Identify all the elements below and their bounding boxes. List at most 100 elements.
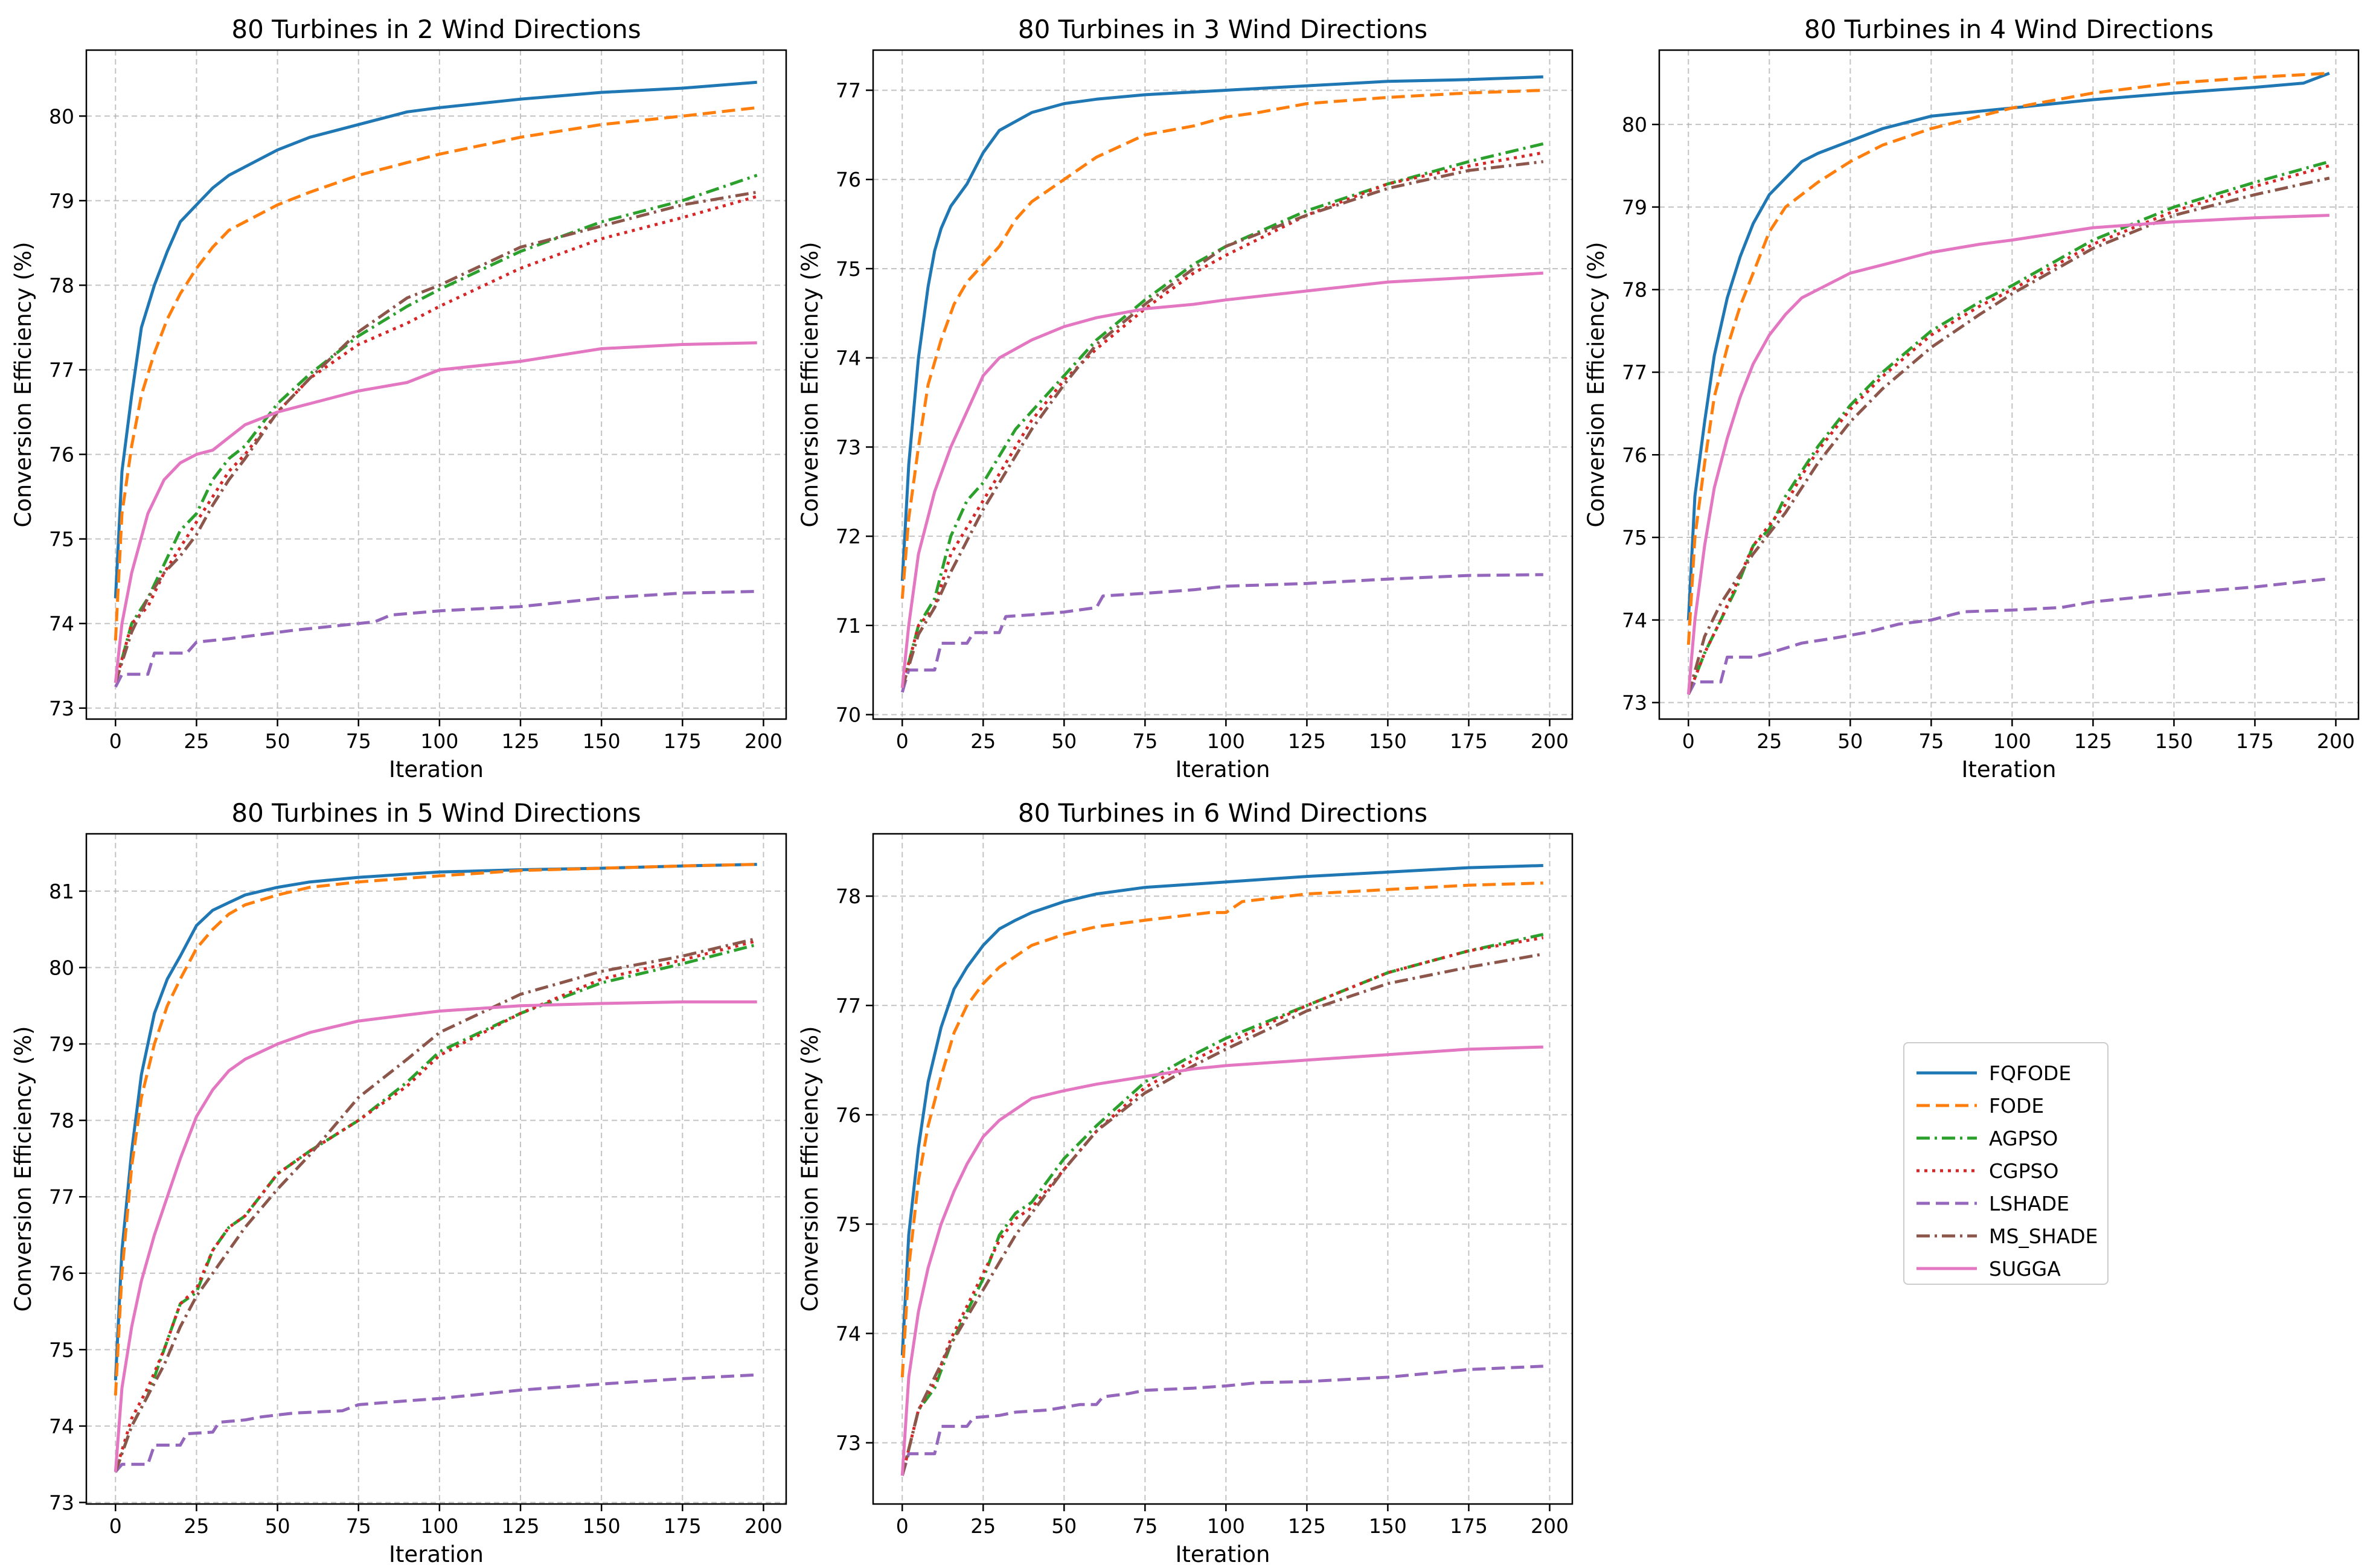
- y-tick-label: 73: [836, 1432, 861, 1455]
- legend-item-fode: FODE: [1916, 1089, 2044, 1122]
- x-tick-label: 75: [346, 1514, 371, 1538]
- series-line-cgpso: [114, 939, 758, 1473]
- y-tick-label: 74: [49, 1415, 74, 1438]
- x-tick-label: 100: [420, 1514, 458, 1538]
- series-line-cgpso: [900, 151, 1544, 688]
- series-line-fqfode: [114, 863, 757, 1381]
- y-axis-label: Conversion Efficiency (%): [1583, 242, 1609, 527]
- y-tick-label: 75: [836, 257, 861, 281]
- y-tick-label: 70: [836, 703, 861, 727]
- legend-item-agpso: AGPSO: [1916, 1122, 2058, 1154]
- series-line-ms-shade: [114, 936, 758, 1473]
- y-tick-label: 76: [49, 443, 74, 467]
- y-tick-label: 76: [836, 168, 861, 191]
- y-tick-label: 74: [1622, 609, 1647, 632]
- legend-label-sugga: SUGGA: [1989, 1256, 2061, 1281]
- y-tick-label: 74: [49, 612, 74, 636]
- y-tick-label: 77: [836, 78, 861, 102]
- chart-title: 80 Turbines in 5 Wind Directions: [231, 798, 641, 828]
- y-tick-label: 73: [1622, 691, 1647, 715]
- x-tick-label: 0: [896, 729, 909, 753]
- x-tick-label: 125: [2074, 729, 2112, 753]
- legend-item-ms-shade: MS_SHADE: [1916, 1220, 2098, 1252]
- y-tick-label: 79: [1622, 196, 1647, 219]
- y-tick-label: 72: [836, 525, 861, 548]
- x-tick-label: 50: [1051, 729, 1077, 753]
- y-tick-label: 77: [49, 1185, 74, 1209]
- legend-swatch-lshade: [1916, 1202, 1977, 1205]
- plot-frame: [85, 49, 787, 720]
- y-tick-label: 74: [836, 347, 861, 370]
- x-tick-label: 200: [1531, 1514, 1569, 1538]
- y-tick-label: 77: [836, 994, 861, 1017]
- series-line-ms-shade: [900, 952, 1544, 1476]
- x-tick-label: 75: [1132, 729, 1158, 753]
- x-tick-label: 125: [1288, 1514, 1326, 1538]
- legend-label-agpso: AGPSO: [1989, 1126, 2058, 1150]
- x-tick-label: 125: [502, 1514, 540, 1538]
- x-tick-label: 50: [1837, 729, 1863, 753]
- y-axis-label: Conversion Efficiency (%): [797, 242, 823, 527]
- x-tick-label: 75: [1918, 729, 1944, 753]
- legend-label-cgpso: CGPSO: [1989, 1159, 2059, 1183]
- legend-swatch-cgpso: [1916, 1169, 1977, 1173]
- x-tick-label: 25: [1756, 729, 1782, 753]
- x-tick-label: 50: [265, 1514, 290, 1538]
- y-tick-label: 78: [1622, 278, 1647, 302]
- x-tick-label: 175: [664, 1514, 702, 1538]
- chart-panel-5: 0 25 50 75 100 125 150 175 200 73 74 75 76 77 78 80 Tur…: [797, 798, 1574, 1567]
- legend-swatch-fqfode: [1916, 1071, 1977, 1075]
- y-tick-label: 75: [1622, 526, 1647, 549]
- x-tick-label: 75: [1132, 1514, 1158, 1538]
- y-axis-label: Conversion Efficiency (%): [797, 1026, 823, 1311]
- x-tick-label: 125: [1288, 729, 1326, 753]
- x-tick-label: 150: [1369, 729, 1407, 753]
- x-tick-label: 150: [583, 1514, 621, 1538]
- series-line-sugga: [900, 1045, 1543, 1476]
- x-tick-label: 0: [109, 1514, 122, 1538]
- series-line-fode: [900, 89, 1543, 599]
- y-tick-label: 78: [49, 1109, 74, 1133]
- x-axis-label: Iteration: [389, 757, 484, 782]
- x-tick-label: 0: [896, 1514, 909, 1538]
- x-tick-label: 175: [664, 729, 702, 753]
- series-line-ms-shade: [900, 160, 1544, 689]
- chart-panel-1: 0 25 50 75 100 125 150 175 200 73 74 75 76 77 78 79 80 80…: [10, 14, 787, 782]
- series-line-agpso: [900, 142, 1544, 688]
- series-line-fqfode: [1686, 71, 2330, 621]
- x-tick-label: 25: [970, 1514, 996, 1538]
- series-line-lshade: [114, 1373, 757, 1473]
- series-line-sugga: [114, 341, 757, 683]
- y-tick-label: 76: [1622, 443, 1647, 467]
- legend-swatch-sugga: [1916, 1267, 1977, 1270]
- series-line-lshade: [900, 573, 1543, 693]
- series-line-agpso: [900, 933, 1544, 1476]
- y-axis-label: Conversion Efficiency (%): [10, 242, 36, 527]
- y-tick-label: 78: [49, 274, 74, 297]
- y-tick-label: 74: [836, 1322, 861, 1346]
- x-axis-label: Iteration: [389, 1541, 484, 1567]
- x-axis-label: Iteration: [1176, 757, 1270, 782]
- x-tick-label: 200: [2317, 729, 2355, 753]
- series-line-lshade: [900, 1365, 1543, 1476]
- series-line-ms-shade: [114, 190, 758, 683]
- y-tick-label: 75: [836, 1212, 861, 1236]
- legend-item-lshade: LSHADE: [1916, 1187, 2069, 1220]
- y-tick-label: 76: [49, 1262, 74, 1285]
- series-line-fqfode: [900, 864, 1543, 1355]
- y-tick-label: 73: [836, 435, 861, 459]
- series-line-sugga: [900, 271, 1543, 688]
- series-line-sugga: [114, 1000, 757, 1472]
- chart-title: 80 Turbines in 2 Wind Directions: [231, 14, 641, 44]
- chart-title: 80 Turbines in 6 Wind Directions: [1018, 798, 1427, 828]
- series-line-ms-shade: [1686, 176, 2330, 695]
- series-line-fode: [114, 863, 757, 1396]
- x-tick-label: 25: [184, 729, 209, 753]
- legend-item-cgpso: CGPSO: [1916, 1154, 2058, 1187]
- y-tick-label: 81: [49, 880, 74, 903]
- x-tick-label: 175: [1450, 1514, 1488, 1538]
- x-tick-label: 25: [970, 729, 996, 753]
- chart-title: 80 Turbines in 3 Wind Directions: [1018, 14, 1427, 44]
- x-tick-label: 100: [1207, 1514, 1245, 1538]
- series-line-fode: [114, 106, 757, 641]
